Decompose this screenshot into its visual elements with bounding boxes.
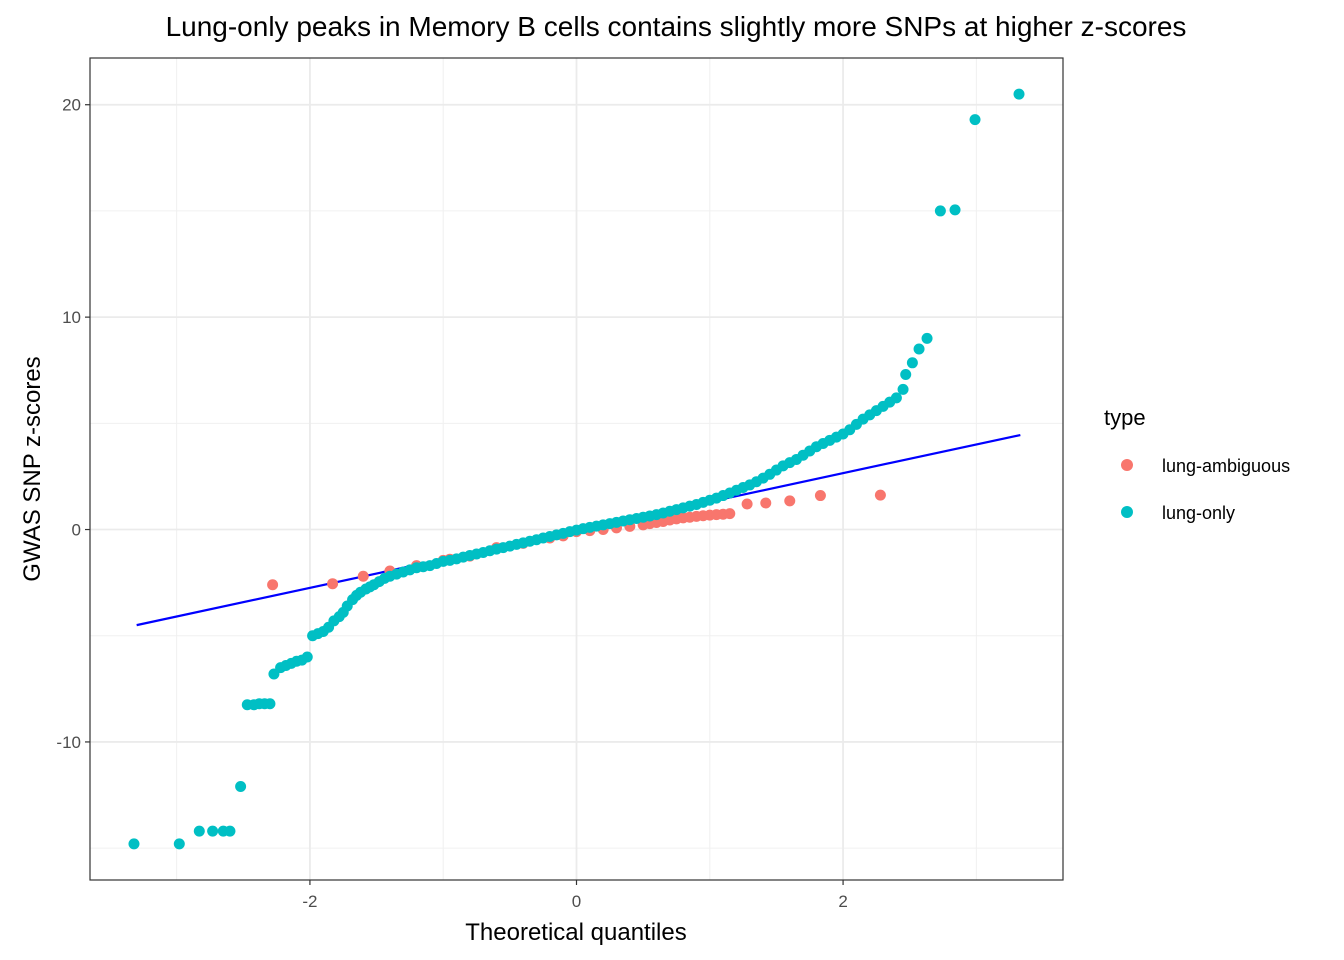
point-lung-only — [921, 332, 933, 344]
data-points — [128, 88, 1025, 850]
point-lung-ambiguous — [784, 495, 796, 507]
point-lung-only — [301, 651, 313, 663]
point-lung-only — [949, 204, 961, 216]
point-lung-ambiguous — [327, 578, 339, 590]
point-lung-only — [897, 383, 909, 395]
point-lung-only — [264, 698, 276, 710]
point-lung-only — [193, 825, 205, 837]
point-lung-only — [969, 114, 981, 126]
point-lung-only — [207, 825, 219, 837]
x-axis-ticks: -2 0 2 — [302, 880, 848, 911]
y-axis-ticks: -10 0 10 20 — [56, 96, 90, 752]
point-lung-only — [900, 368, 912, 380]
y-axis-title: GWAS SNP z-scores — [19, 356, 46, 581]
point-lung-only — [913, 343, 925, 355]
point-lung-ambiguous — [760, 497, 772, 509]
point-lung-ambiguous — [741, 498, 753, 510]
x-tick-label: 0 — [572, 892, 581, 911]
legend-label-lung-only: lung-only — [1162, 503, 1235, 523]
point-lung-only — [906, 357, 918, 369]
x-tick-label: 2 — [838, 892, 847, 911]
point-lung-only — [224, 825, 236, 837]
y-tick-label: 10 — [62, 308, 81, 327]
point-lung-only — [173, 838, 185, 850]
point-lung-ambiguous — [814, 490, 826, 502]
y-tick-label: -10 — [56, 733, 81, 752]
y-tick-label: 20 — [62, 96, 81, 115]
point-lung-ambiguous — [874, 489, 886, 501]
point-lung-ambiguous — [724, 508, 736, 520]
point-lung-only — [1013, 88, 1025, 100]
major-gridlines — [90, 58, 1063, 880]
x-axis-title: Theoretical quantiles — [465, 919, 686, 946]
point-lung-only — [128, 838, 140, 850]
legend-title: type — [1104, 405, 1146, 430]
point-lung-ambiguous — [357, 570, 369, 582]
y-tick-label: 0 — [72, 521, 81, 540]
legend-key-lung-only — [1121, 506, 1133, 518]
x-tick-label: -2 — [302, 892, 317, 911]
legend-key-lung-ambiguous — [1121, 459, 1133, 471]
legend-label-lung-ambiguous: lung-ambiguous — [1162, 456, 1290, 476]
legend: type lung-ambiguous lung-only — [1104, 405, 1290, 523]
point-lung-only — [235, 781, 247, 793]
point-lung-only — [890, 392, 902, 404]
chart-title: Lung-only peaks in Memory B cells contai… — [166, 11, 1187, 42]
point-lung-only — [934, 205, 946, 217]
point-lung-ambiguous — [267, 579, 279, 591]
